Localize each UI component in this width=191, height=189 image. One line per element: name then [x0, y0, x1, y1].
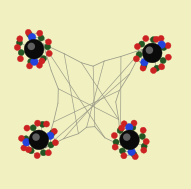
Circle shape: [159, 64, 165, 70]
Circle shape: [44, 121, 49, 127]
Circle shape: [143, 139, 149, 145]
Circle shape: [24, 125, 30, 131]
Circle shape: [143, 36, 149, 42]
Circle shape: [28, 148, 34, 154]
Circle shape: [141, 58, 148, 66]
Circle shape: [151, 67, 156, 74]
Circle shape: [119, 125, 125, 131]
Circle shape: [17, 56, 23, 62]
Circle shape: [21, 145, 27, 151]
Circle shape: [39, 58, 45, 64]
Circle shape: [34, 153, 40, 159]
Circle shape: [141, 147, 147, 153]
Circle shape: [46, 132, 54, 139]
Circle shape: [136, 52, 142, 58]
Circle shape: [38, 35, 44, 41]
Circle shape: [140, 65, 146, 71]
Circle shape: [24, 39, 44, 59]
Circle shape: [35, 120, 41, 126]
Circle shape: [49, 130, 55, 136]
Circle shape: [132, 154, 138, 160]
Circle shape: [27, 32, 33, 38]
Circle shape: [32, 133, 40, 141]
Circle shape: [45, 39, 52, 45]
Circle shape: [46, 50, 52, 57]
Circle shape: [31, 58, 38, 65]
Circle shape: [125, 124, 133, 131]
Circle shape: [160, 57, 166, 64]
Circle shape: [28, 33, 36, 41]
Circle shape: [130, 124, 136, 130]
Circle shape: [121, 121, 127, 127]
Circle shape: [17, 36, 23, 42]
Circle shape: [154, 65, 160, 71]
Circle shape: [18, 50, 24, 56]
Circle shape: [134, 43, 140, 50]
Circle shape: [40, 150, 46, 156]
Circle shape: [131, 151, 137, 157]
Circle shape: [48, 142, 54, 148]
Circle shape: [30, 125, 36, 131]
Circle shape: [26, 147, 32, 153]
Circle shape: [141, 63, 147, 69]
Circle shape: [139, 133, 145, 139]
Circle shape: [139, 41, 145, 47]
Circle shape: [16, 40, 23, 46]
Circle shape: [117, 127, 123, 133]
Circle shape: [133, 56, 139, 62]
Circle shape: [51, 128, 57, 134]
Circle shape: [123, 133, 130, 141]
Circle shape: [165, 43, 171, 49]
Circle shape: [112, 144, 118, 150]
Circle shape: [23, 136, 29, 142]
Circle shape: [165, 54, 171, 60]
Circle shape: [23, 139, 30, 146]
Circle shape: [128, 148, 135, 156]
Circle shape: [146, 46, 153, 54]
Circle shape: [131, 120, 137, 126]
Circle shape: [53, 140, 58, 146]
Circle shape: [119, 148, 125, 154]
Circle shape: [113, 139, 119, 145]
Circle shape: [142, 43, 162, 63]
Circle shape: [25, 29, 31, 35]
Circle shape: [161, 44, 167, 50]
Circle shape: [37, 30, 43, 36]
Circle shape: [150, 37, 156, 43]
Circle shape: [140, 127, 146, 133]
Circle shape: [27, 63, 33, 69]
Circle shape: [29, 130, 49, 150]
Circle shape: [45, 150, 51, 156]
Circle shape: [158, 35, 164, 41]
Circle shape: [153, 36, 159, 42]
Circle shape: [28, 59, 34, 65]
Circle shape: [120, 130, 139, 150]
Circle shape: [111, 132, 117, 139]
Circle shape: [28, 43, 35, 50]
Circle shape: [40, 56, 46, 62]
Circle shape: [36, 62, 42, 68]
Circle shape: [158, 41, 165, 48]
Circle shape: [19, 135, 24, 141]
Circle shape: [141, 143, 147, 149]
Circle shape: [14, 44, 20, 50]
Circle shape: [121, 153, 127, 159]
Circle shape: [40, 121, 46, 127]
Circle shape: [45, 44, 51, 50]
